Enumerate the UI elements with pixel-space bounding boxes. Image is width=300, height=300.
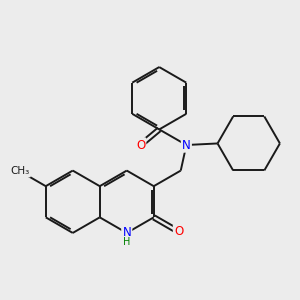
Text: O: O	[136, 139, 145, 152]
Text: CH₃: CH₃	[11, 167, 30, 176]
Text: N: N	[182, 139, 191, 152]
Text: H: H	[123, 237, 130, 247]
Text: N: N	[122, 226, 131, 239]
Text: O: O	[174, 225, 183, 238]
